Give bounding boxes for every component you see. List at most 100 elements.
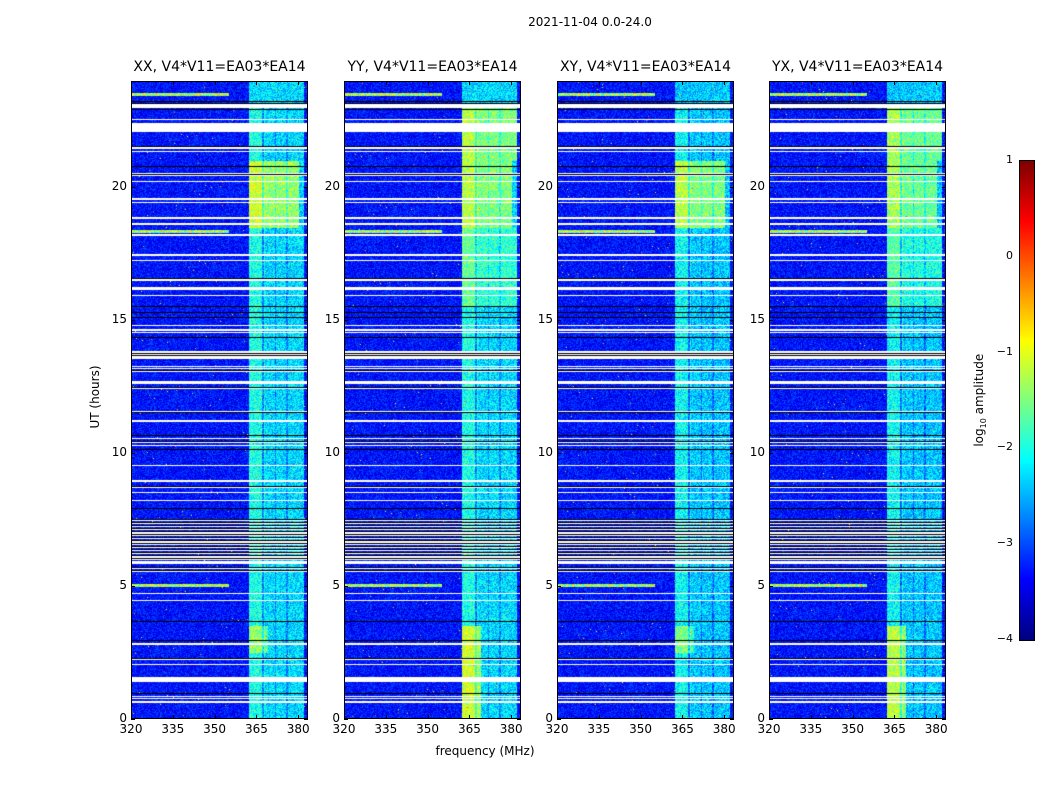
y-tick-label: 20	[324, 179, 340, 194]
x-tick-mark	[469, 81, 471, 85]
x-tick-label: 335	[587, 722, 611, 736]
panel-1: XX, V4*V11=EA03*EA14 320 335 350 365 380 0 5 10 1…	[112, 59, 310, 736]
y-tick-label: 0	[332, 711, 340, 725]
x-tick-mark	[214, 81, 216, 85]
y-tick-mark	[131, 453, 135, 455]
y-tick-label: 15	[324, 312, 340, 327]
y-tick-mark	[769, 187, 773, 189]
y-tick-mark	[769, 320, 773, 322]
x-tick-mark	[852, 715, 854, 719]
plot-frame	[131, 81, 308, 719]
x-tick-mark	[469, 715, 471, 719]
x-tick-mark	[598, 715, 600, 719]
y-tick-label: 10	[749, 445, 765, 460]
y-tick-label: 20	[749, 179, 765, 194]
y-tick-mark	[304, 453, 308, 455]
y-tick-mark	[730, 453, 734, 455]
x-tick-label: 365	[882, 722, 906, 736]
y-tick-mark	[344, 586, 348, 588]
colorbar-label: log10 amplitude	[971, 353, 989, 447]
x-tick-mark	[511, 715, 513, 719]
y-tick-mark	[517, 719, 521, 720]
x-tick-label: 380	[499, 722, 523, 736]
y-tick-mark	[769, 719, 773, 720]
x-tick-mark	[810, 81, 812, 85]
x-tick-label: 320	[119, 722, 143, 736]
x-tick-mark	[344, 81, 345, 85]
x-tick-label: 350	[629, 722, 653, 736]
x-tick-mark	[131, 715, 132, 719]
x-tick-label: 335	[799, 722, 823, 736]
figure-title: 2021-11-04 0.0-24.0	[528, 15, 652, 29]
y-tick-label: 0	[545, 711, 553, 725]
x-tick-label: 320	[545, 722, 569, 736]
panel-title: XY, V4*V11=EA03*EA14	[559, 59, 732, 75]
plot-frame	[344, 81, 521, 719]
y-tick-label: 5	[119, 578, 127, 593]
y-tick-label: 5	[757, 578, 765, 593]
waterfall-heatmap	[557, 81, 734, 719]
y-tick-mark	[344, 187, 348, 189]
y-tick-mark	[557, 453, 561, 455]
x-tick-mark	[724, 715, 726, 719]
y-tick-mark	[730, 320, 734, 322]
y-tick-mark	[517, 453, 521, 455]
y-tick-mark	[942, 719, 946, 720]
panel-title: YX, V4*V11=EA03*EA14	[771, 59, 944, 75]
x-tick-label: 320	[757, 722, 781, 736]
y-tick-mark	[517, 586, 521, 588]
y-tick-mark	[344, 719, 348, 720]
y-tick-label: 10	[324, 445, 340, 460]
y-tick-mark	[557, 187, 561, 189]
x-tick-label: 335	[161, 722, 185, 736]
y-tick-mark	[304, 586, 308, 588]
x-tick-label: 365	[457, 722, 481, 736]
y-tick-mark	[557, 586, 561, 588]
y-tick-mark	[942, 320, 946, 322]
y-tick-mark	[730, 187, 734, 189]
y-tick-mark	[131, 187, 135, 189]
panel-3: XY, V4*V11=EA03*EA14 320 335 350 365 380 0 5 10 1…	[538, 59, 736, 736]
x-tick-mark	[298, 715, 300, 719]
x-tick-mark	[385, 81, 387, 85]
y-tick-mark	[942, 453, 946, 455]
x-tick-mark	[131, 81, 132, 85]
colorbar	[1019, 160, 1035, 641]
y-tick-mark	[557, 320, 561, 322]
y-tick-mark	[517, 320, 521, 322]
panel-title: YY, V4*V11=EA03*EA14	[347, 59, 518, 75]
waterfall-heatmap	[131, 81, 308, 719]
x-tick-label: 380	[712, 722, 736, 736]
colorbar-tick-label: −4	[996, 632, 1013, 645]
x-tick-mark	[682, 81, 684, 85]
x-tick-label: 335	[374, 722, 398, 736]
x-tick-label: 350	[203, 722, 227, 736]
y-tick-label: 0	[757, 711, 765, 725]
x-tick-label: 365	[670, 722, 694, 736]
y-tick-mark	[304, 320, 308, 322]
x-tick-mark	[894, 715, 896, 719]
colorbar-tick-label: −1	[996, 344, 1013, 358]
panel-title: XX, V4*V11=EA03*EA14	[133, 59, 306, 75]
x-tick-mark	[511, 81, 513, 85]
x-tick-mark	[852, 81, 854, 85]
y-tick-label: 10	[111, 445, 127, 460]
y-tick-mark	[730, 719, 734, 720]
y-axis-label: UT (hours)	[88, 365, 102, 429]
y-tick-mark	[942, 187, 946, 189]
x-tick-mark	[172, 715, 174, 719]
x-tick-label: 350	[416, 722, 440, 736]
y-tick-mark	[557, 719, 561, 720]
x-tick-mark	[256, 81, 258, 85]
y-tick-label: 10	[537, 445, 553, 460]
y-tick-mark	[344, 453, 348, 455]
x-tick-label: 380	[286, 722, 310, 736]
x-tick-mark	[682, 715, 684, 719]
colorbar-tick-label: −2	[996, 440, 1013, 454]
y-tick-mark	[344, 320, 348, 322]
panel-4: YX, V4*V11=EA03*EA14 320 335 350 365 380 0 5 10 1…	[750, 59, 948, 736]
x-tick-mark	[427, 81, 429, 85]
y-tick-mark	[131, 719, 135, 720]
x-tick-mark	[598, 81, 600, 85]
